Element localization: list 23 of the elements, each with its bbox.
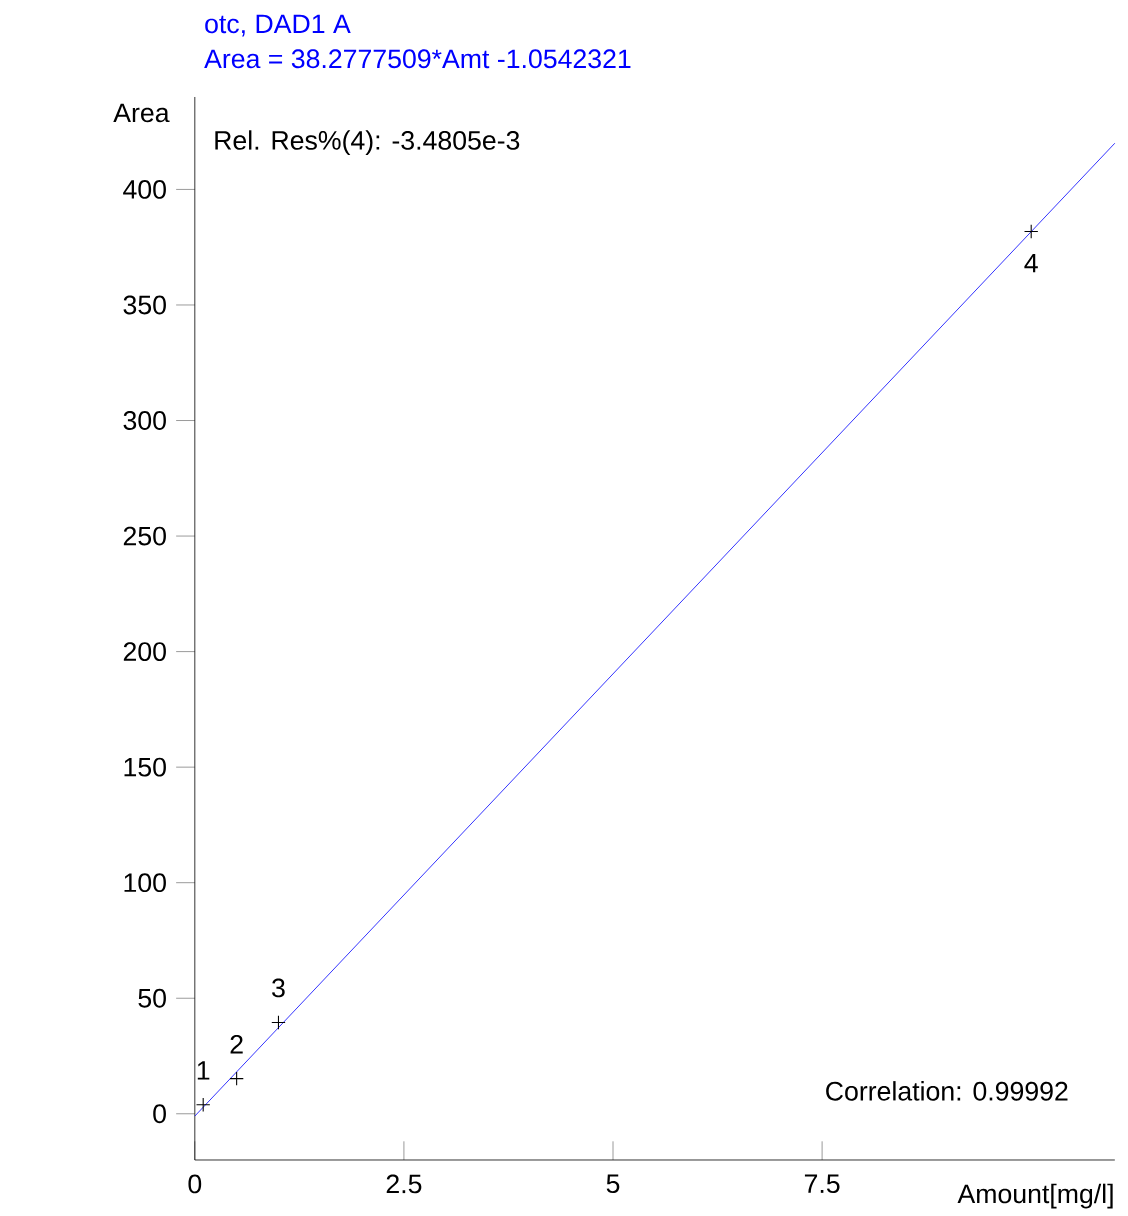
- x-tick-label: 0: [188, 1174, 202, 1194]
- x-tick-label: 7.5: [805, 1174, 840, 1194]
- annotation: 3: [272, 978, 285, 998]
- annotation: 4: [1024, 253, 1038, 273]
- y-tick-label: 300: [123, 411, 167, 430]
- y-tick-label: 0: [153, 1104, 167, 1124]
- y-tick-label: 50: [138, 988, 167, 1008]
- annotation: 2: [230, 1034, 243, 1054]
- y-tick-label: 250: [123, 526, 167, 546]
- x-axis-title: Amount[mg/l]: [957, 1183, 1113, 1209]
- y-axis-title: Area: [113, 103, 170, 123]
- y-tick-label: 400: [123, 180, 167, 199]
- chart-subtitle: Area = 38.2777509*Amt -1.0542321: [204, 49, 631, 69]
- annotation: Correlation: 0.99992: [826, 1081, 1068, 1101]
- annotation: 1: [197, 1061, 210, 1080]
- chart-title: otc, DAD1 A: [205, 14, 351, 37]
- y-tick-label: 350: [123, 295, 167, 315]
- y-tick-label: 150: [124, 757, 167, 777]
- y-tick-label: 100: [124, 873, 167, 893]
- x-tick-label: 2.5: [386, 1174, 422, 1194]
- x-tick-label: 5: [606, 1174, 620, 1194]
- y-tick-label: 200: [123, 642, 167, 662]
- annotation: Rel. Res%(4): -3.4805e-3: [215, 130, 520, 156]
